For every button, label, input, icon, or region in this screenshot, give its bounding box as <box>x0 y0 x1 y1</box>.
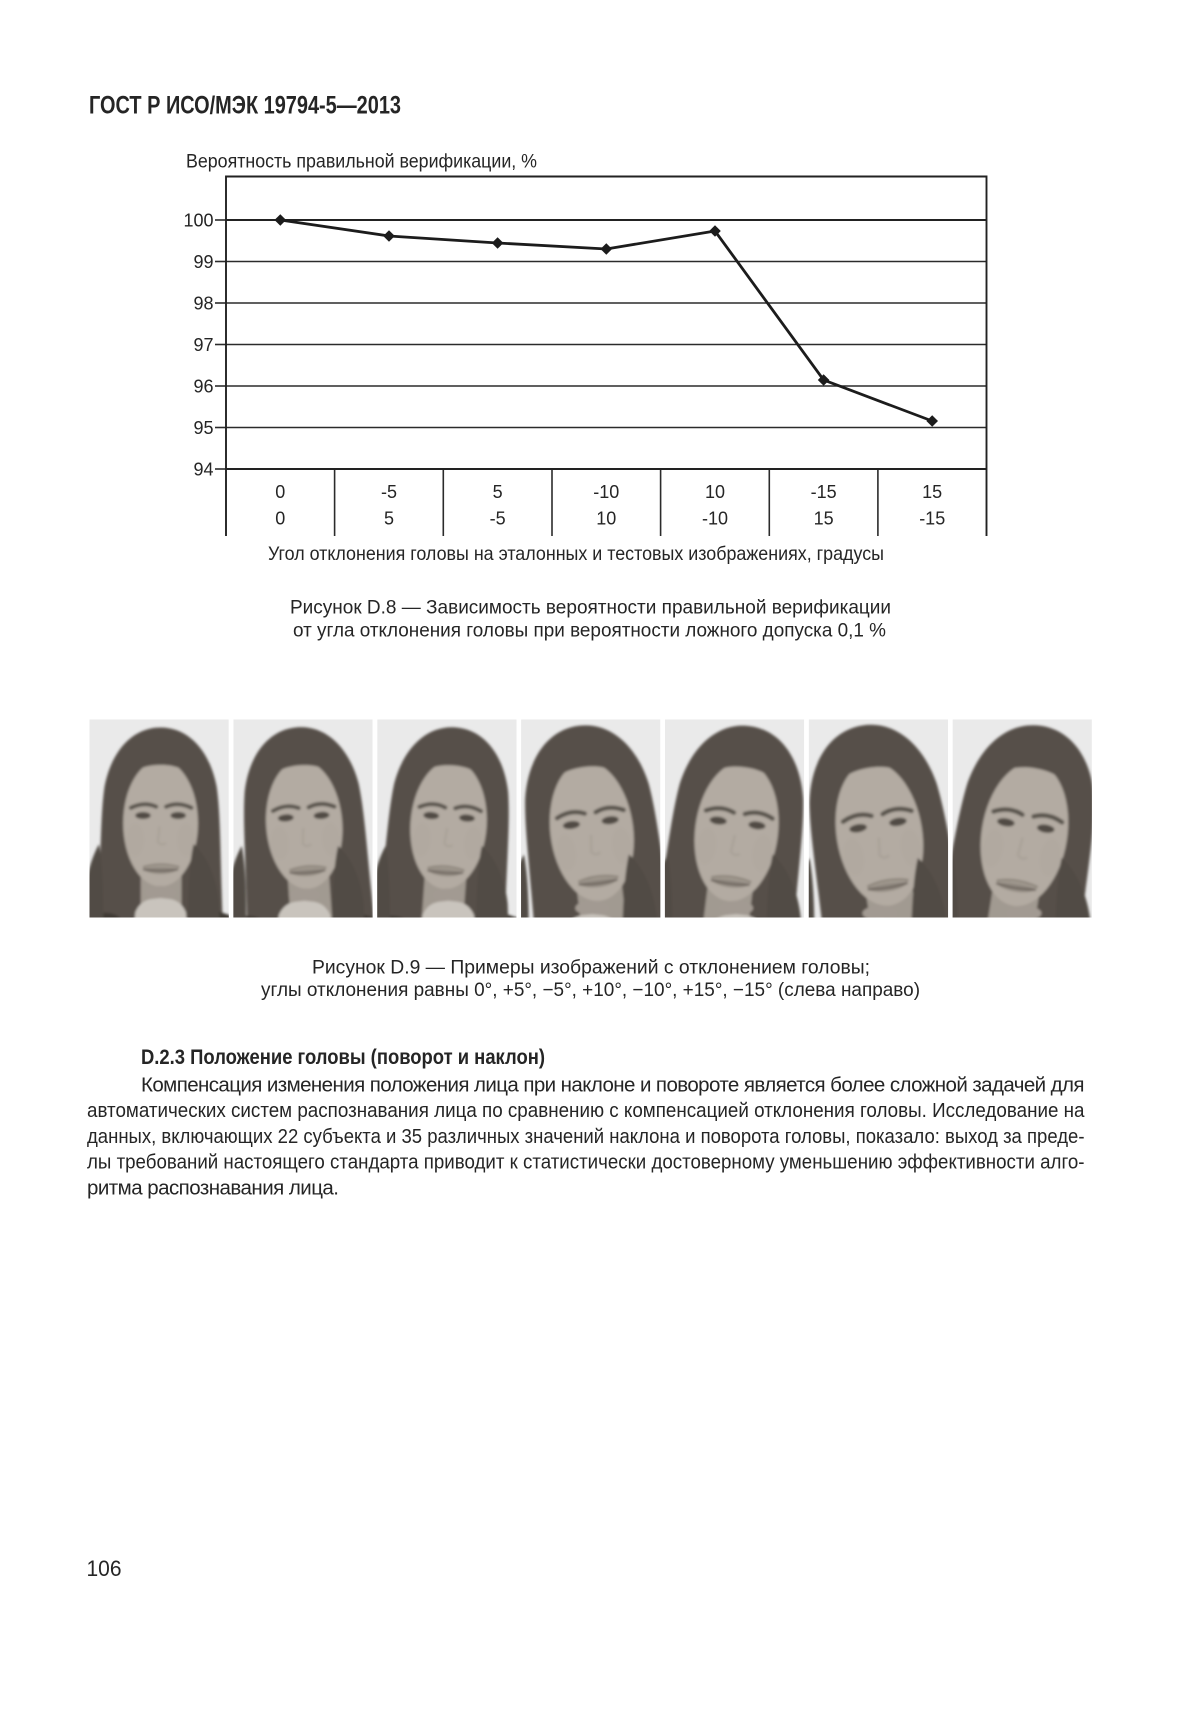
svg-text:10: 10 <box>705 482 725 502</box>
svg-text:-10: -10 <box>702 508 728 528</box>
svg-text:96: 96 <box>193 377 213 397</box>
svg-text:Вероятность правильной верифик: Вероятность правильной верификации, % <box>186 151 537 173</box>
svg-text:5: 5 <box>384 508 394 528</box>
svg-text:106: 106 <box>87 1556 122 1581</box>
svg-text:от угла отклонения головы при: от угла отклонения головы при вероятност… <box>293 620 886 642</box>
svg-text:-5: -5 <box>490 508 506 528</box>
svg-text:D.2.3 Положение головы (поворо: D.2.3 Положение головы (поворот и наклон… <box>141 1046 545 1069</box>
svg-text:100: 100 <box>183 211 213 231</box>
svg-text:95: 95 <box>193 418 213 438</box>
svg-text:Компенсация изменения положени: Компенсация изменения положения лица при… <box>141 1074 1085 1097</box>
svg-text:0: 0 <box>275 508 285 528</box>
svg-text:автоматических систем распозна: автоматических систем распознавания лица… <box>87 1099 1085 1122</box>
svg-text:ГОСТ Р ИСО/МЭК 19794-5—2013: ГОСТ Р ИСО/МЭК 19794-5—2013 <box>89 92 401 120</box>
svg-text:97: 97 <box>193 335 213 355</box>
svg-text:98: 98 <box>193 294 213 314</box>
svg-text:лы требований настоящего станд: лы требований настоящего стандарта приво… <box>87 1151 1085 1174</box>
svg-text:10: 10 <box>596 508 616 528</box>
svg-text:-5: -5 <box>381 482 397 502</box>
svg-text:ритма распознавания лица.: ритма распознавания лица. <box>87 1176 339 1199</box>
svg-text:15: 15 <box>814 508 834 528</box>
svg-text:-15: -15 <box>919 508 945 528</box>
svg-text:-10: -10 <box>593 482 619 502</box>
svg-text:0: 0 <box>275 482 285 502</box>
svg-text:данных, включающих 22 субъекта: данных, включающих 22 субъекта и 35 разл… <box>87 1125 1085 1148</box>
svg-text:Угол отклонения головы на этал: Угол отклонения головы на эталонных и те… <box>268 543 884 565</box>
svg-text:Рисунок D.9 — Примеры изображе: Рисунок D.9 — Примеры изображений с откл… <box>312 957 870 979</box>
svg-text:Рисунок D.8 — Зависимость веро: Рисунок D.8 — Зависимость вероятности пр… <box>290 597 891 619</box>
svg-text:94: 94 <box>193 460 213 480</box>
svg-text:15: 15 <box>922 482 942 502</box>
svg-text:99: 99 <box>193 252 213 272</box>
svg-text:5: 5 <box>493 482 503 502</box>
svg-text:-15: -15 <box>811 482 837 502</box>
svg-text:углы отклонения равны 0°, +5°,: углы отклонения равны 0°, +5°, −5°, +10°… <box>261 979 920 1001</box>
